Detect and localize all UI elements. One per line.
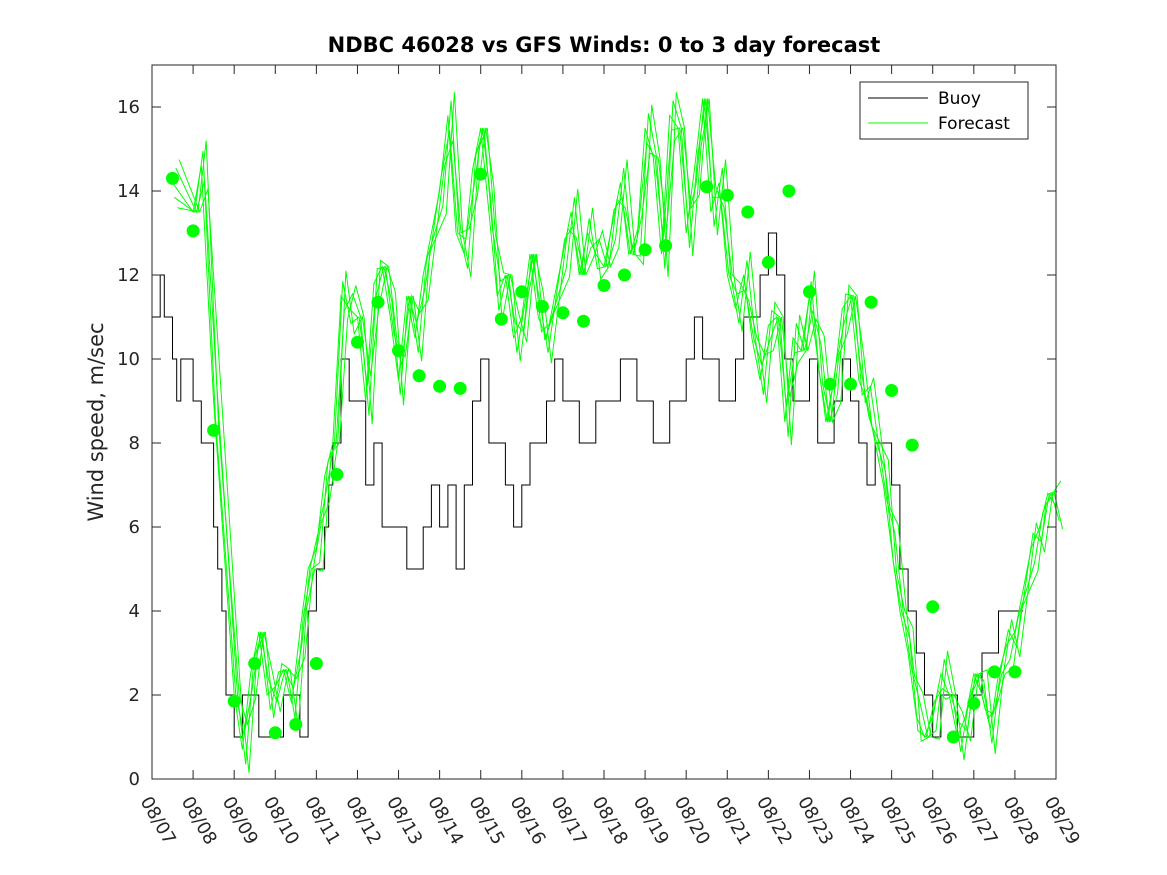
legend: Buoy Forecast (859, 81, 1029, 140)
forecast-point (946, 730, 960, 744)
forecast-point (782, 184, 796, 198)
forecast-point (412, 369, 426, 383)
forecast-point (700, 180, 714, 194)
forecast-point (741, 205, 755, 219)
y-tick-label: 0 (129, 769, 140, 790)
forecast-point (186, 224, 200, 238)
forecast-series-line (173, 98, 1058, 744)
forecast-point (597, 279, 611, 292)
forecast-point (823, 377, 837, 391)
forecast-point (535, 300, 549, 313)
forecast-point (207, 423, 221, 437)
forecast-point (494, 312, 508, 326)
forecast-point (577, 314, 590, 328)
forecast-point (330, 468, 344, 481)
y-tick-label: 10 (117, 349, 140, 370)
forecast-point (268, 726, 282, 740)
forecast-point (761, 255, 775, 269)
forecast-point (515, 285, 529, 299)
plot-area: 024681012141608/0708/0808/0908/1008/1108… (117, 64, 1084, 848)
forecast-series-line (172, 98, 1057, 750)
forecast-point (967, 696, 981, 710)
forecast-point (987, 665, 1001, 679)
forecast-point (392, 344, 405, 358)
forecast-point (638, 243, 652, 257)
forecast-point (659, 239, 673, 253)
legend-box (859, 81, 1029, 140)
legend-forecast-label: Forecast (938, 114, 1010, 134)
forecast-point (803, 285, 816, 299)
y-tick-label: 14 (117, 181, 140, 202)
forecast-series-line (175, 98, 1060, 765)
y-tick-label: 4 (129, 601, 140, 622)
forecast-point (433, 379, 447, 393)
forecast-point (556, 306, 570, 320)
forecast-point (864, 295, 878, 309)
y-axis-label: Wind speed, m/sec (84, 322, 108, 521)
forecast-point (371, 295, 385, 309)
forecast-point (474, 167, 488, 181)
y-tick-label: 2 (129, 685, 140, 706)
y-tick-label: 16 (117, 97, 140, 118)
forecast-series-line (178, 92, 1064, 773)
forecast-point (926, 600, 940, 614)
forecast-point (1008, 665, 1022, 679)
forecast-point (720, 188, 734, 202)
marker-layer (166, 167, 1022, 744)
forecast-point (289, 717, 303, 731)
forecast-point (618, 268, 631, 282)
chart-title: NDBC 46028 vs GFS Winds: 0 to 3 day fore… (328, 33, 881, 57)
forecast-point (844, 377, 857, 391)
forecast-point (227, 694, 241, 708)
y-tick-label: 6 (129, 517, 140, 538)
forecast-point (166, 171, 179, 185)
y-tick-label: 8 (129, 433, 140, 454)
forecast-point (248, 657, 262, 670)
y-tick-label: 12 (117, 265, 140, 286)
forecast-point (351, 335, 364, 349)
forecast-point (309, 657, 323, 670)
legend-buoy-label: Buoy (938, 89, 981, 109)
forecast-point (453, 381, 467, 395)
forecast-point (885, 384, 899, 397)
forecast-series-line (177, 98, 1062, 754)
forecast-point (905, 438, 919, 452)
